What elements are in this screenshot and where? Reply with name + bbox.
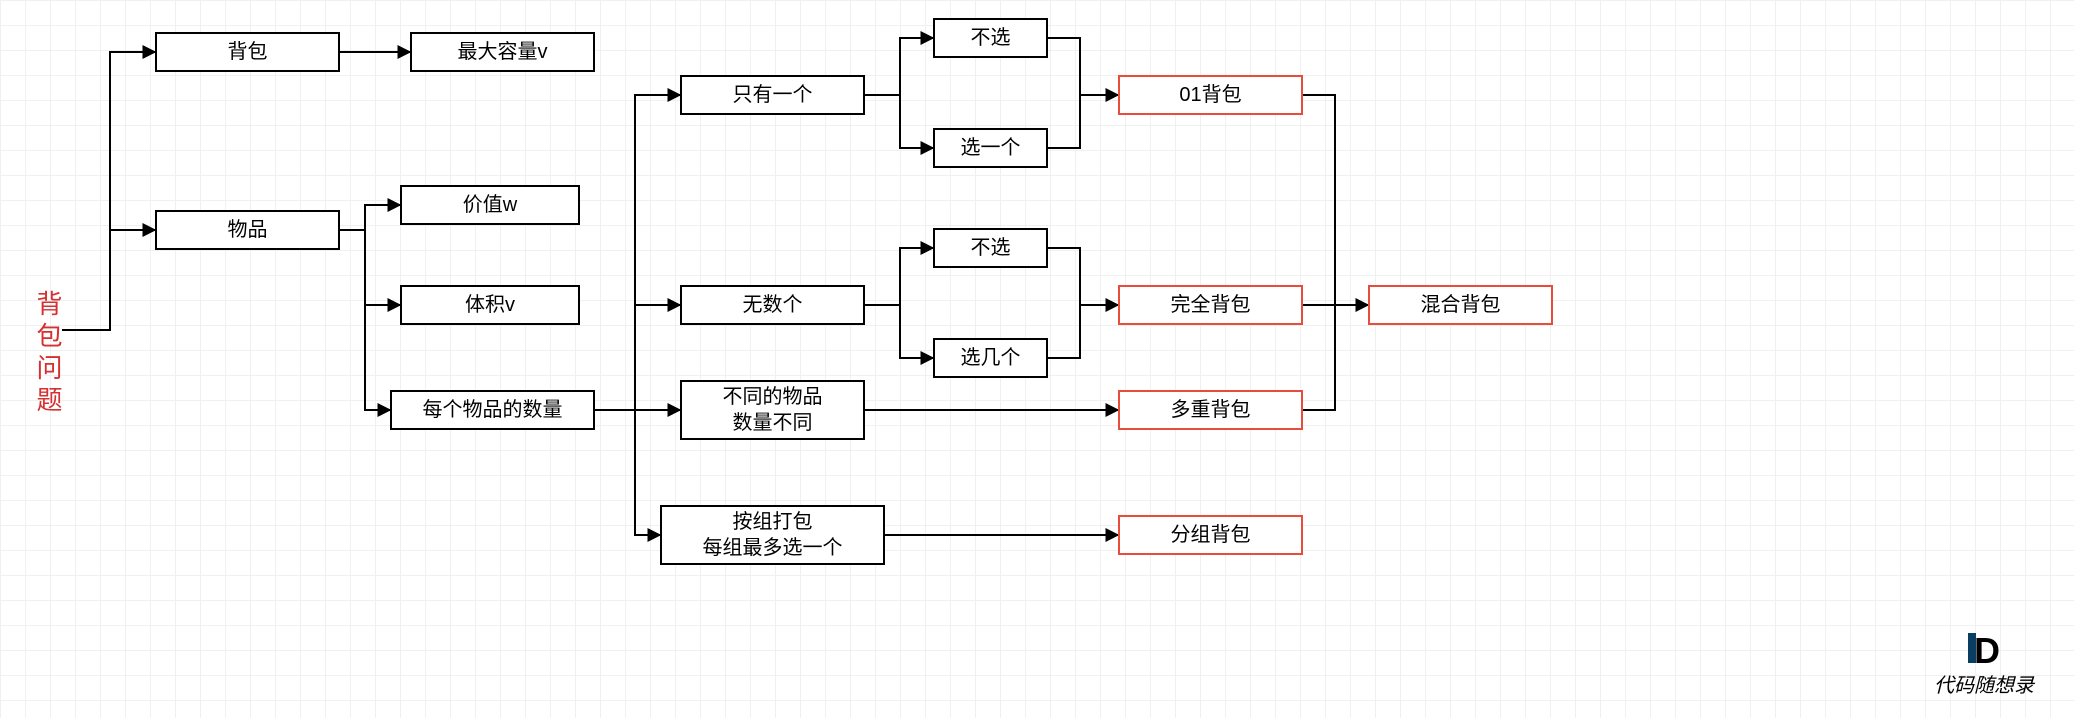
root-label: 背包问题	[30, 290, 67, 418]
node-pickn: 选几个	[933, 338, 1048, 378]
node-capacity: 最大容量v	[410, 32, 595, 72]
node-infinite: 无数个	[680, 285, 865, 325]
node-no1: 不选	[933, 18, 1048, 58]
node-label: 体积v	[465, 292, 515, 318]
watermark: D 代码随想录	[1934, 633, 2034, 698]
node-label: 无数个	[743, 292, 803, 318]
node-qty: 每个物品的数量	[390, 390, 595, 430]
node-by-group: 按组打包 每组最多选一个	[660, 505, 885, 565]
watermark-logo-icon: D	[1934, 633, 2034, 669]
watermark-logo-letter: D	[1974, 630, 2000, 671]
node-label: 只有一个	[733, 82, 813, 108]
node-pick1: 选一个	[933, 128, 1048, 168]
node-label: 混合背包	[1421, 292, 1501, 318]
node-diff-qty: 不同的物品 数量不同	[680, 380, 865, 440]
node-full: 完全背包	[1118, 285, 1303, 325]
watermark-text: 代码随想录	[1934, 669, 2034, 698]
node-value: 价值w	[400, 185, 580, 225]
node-mixed: 混合背包	[1368, 285, 1553, 325]
node-multi: 多重背包	[1118, 390, 1303, 430]
node-label: 价值w	[463, 192, 517, 218]
node-bag: 背包	[155, 32, 340, 72]
node-label: 背包	[228, 39, 268, 65]
node-kp01: 01背包	[1118, 75, 1303, 115]
node-label: 物品	[228, 217, 268, 243]
node-label: 不选	[971, 25, 1011, 51]
node-label: 选一个	[961, 135, 1021, 161]
node-only-one: 只有一个	[680, 75, 865, 115]
node-item: 物品	[155, 210, 340, 250]
node-label: 按组打包 每组最多选一个	[703, 509, 843, 561]
node-label: 不同的物品 数量不同	[723, 384, 823, 436]
node-label: 完全背包	[1171, 292, 1251, 318]
node-label: 01背包	[1179, 82, 1241, 108]
node-label: 选几个	[961, 345, 1021, 371]
node-label: 最大容量v	[458, 39, 548, 65]
node-group: 分组背包	[1118, 515, 1303, 555]
node-label: 每个物品的数量	[423, 397, 563, 423]
node-label: 多重背包	[1171, 397, 1251, 423]
node-volume: 体积v	[400, 285, 580, 325]
node-no2: 不选	[933, 228, 1048, 268]
node-label: 不选	[971, 235, 1011, 261]
node-label: 分组背包	[1171, 522, 1251, 548]
